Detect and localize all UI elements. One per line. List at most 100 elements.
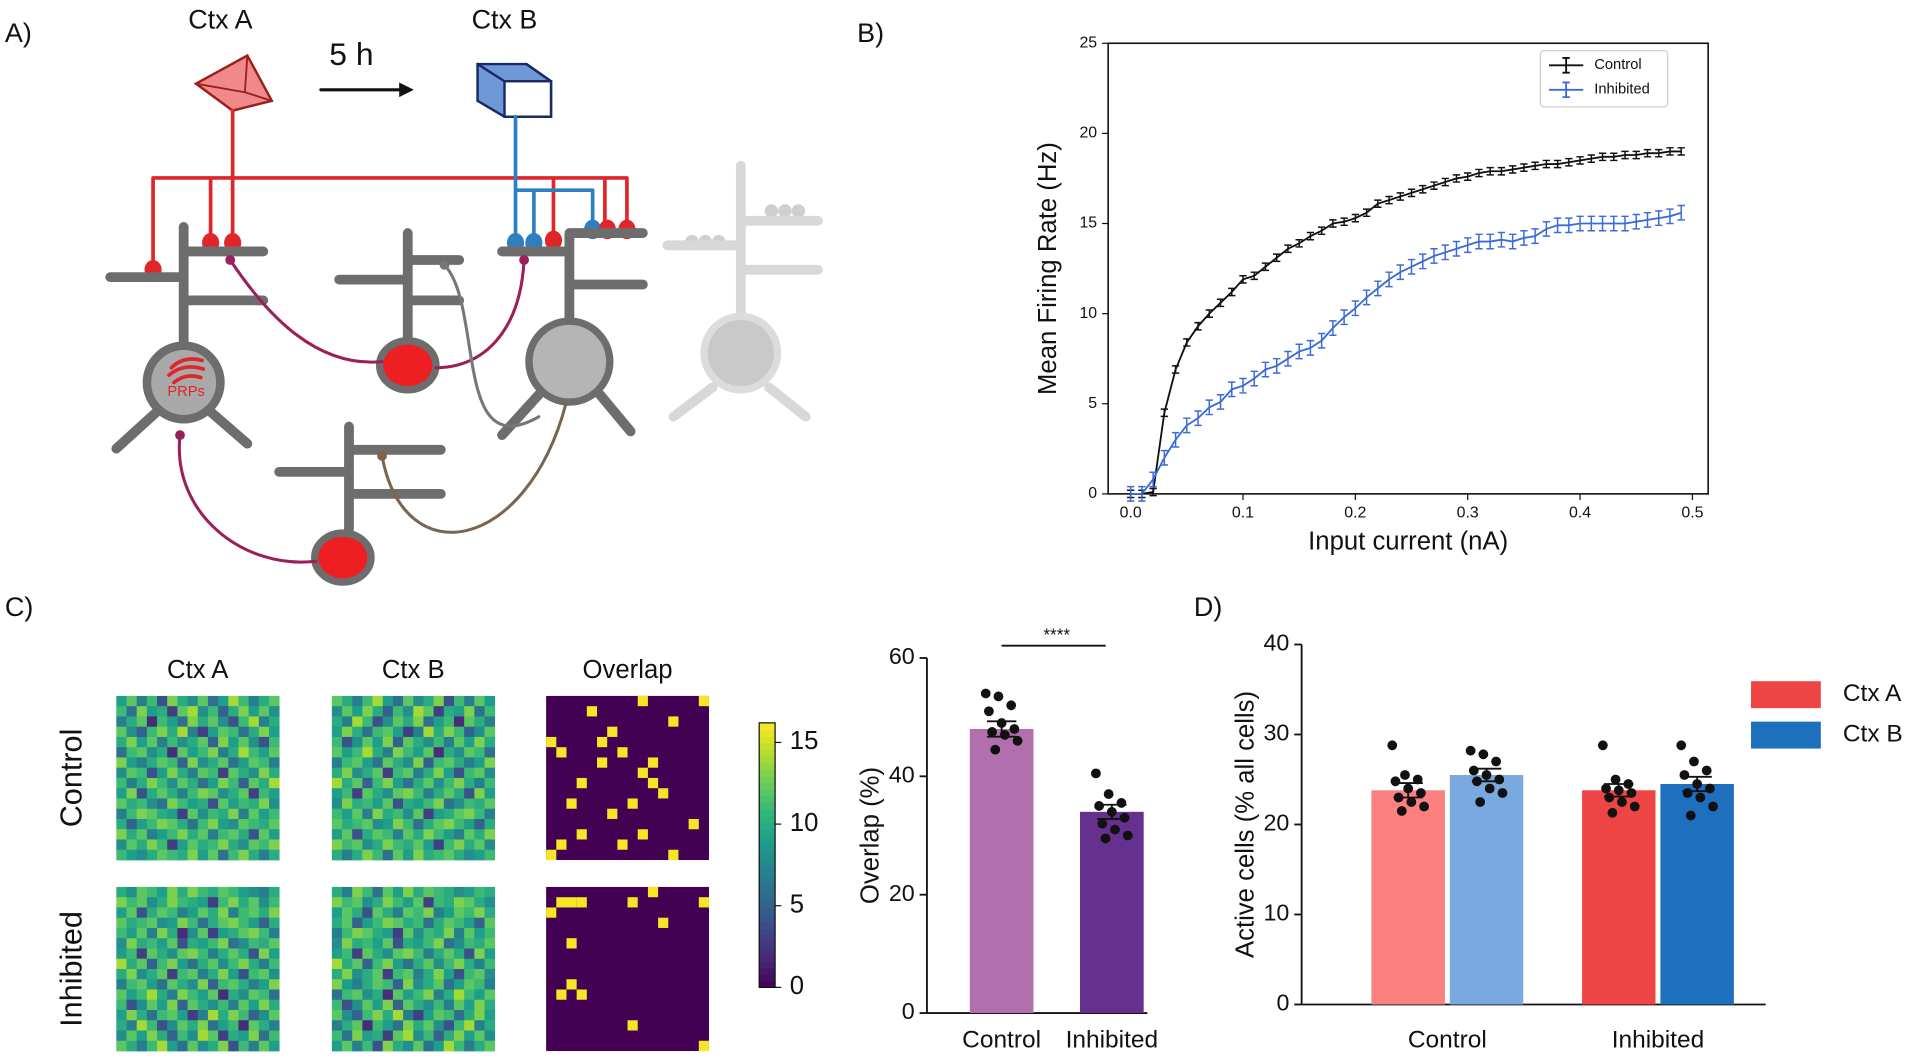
heatmap-cell bbox=[392, 829, 404, 840]
heatmap-cell bbox=[362, 849, 373, 861]
data-point bbox=[1396, 806, 1407, 816]
heatmap-cell bbox=[331, 849, 343, 861]
x-axis-label: Input current (nA) bbox=[1308, 528, 1508, 556]
heatmap-cell bbox=[413, 1020, 424, 1031]
heatmap-cell bbox=[403, 948, 414, 960]
heatmap-cell bbox=[443, 948, 455, 960]
heatmap-cell bbox=[157, 1010, 168, 1021]
heatmap-cell bbox=[136, 948, 148, 960]
heatmap-cell bbox=[197, 829, 209, 840]
heatmap-cell bbox=[556, 989, 567, 1000]
heatmap-cell bbox=[331, 979, 343, 990]
heatmap-cell bbox=[464, 1020, 475, 1031]
colorbar-segment bbox=[759, 974, 776, 982]
heatmap-cell bbox=[136, 726, 148, 738]
heatmap-cell bbox=[453, 829, 465, 840]
heatmap-cell bbox=[248, 917, 260, 929]
data-point bbox=[1390, 776, 1401, 787]
heatmap-cell bbox=[403, 757, 414, 769]
heatmap-cell bbox=[238, 839, 250, 851]
heatmap-cell bbox=[248, 839, 260, 851]
heatmap-cell bbox=[484, 999, 496, 1011]
error-bar bbox=[1228, 287, 1236, 297]
heatmap-cell bbox=[258, 1020, 270, 1031]
error-bar bbox=[1542, 220, 1551, 237]
heatmap-cell bbox=[423, 849, 434, 861]
colorbar-frame bbox=[758, 722, 776, 988]
heatmap-cell bbox=[433, 999, 445, 1011]
heatmap-cell bbox=[157, 736, 168, 748]
heatmap-cell bbox=[433, 818, 445, 830]
data-point bbox=[1494, 774, 1505, 785]
error-bar bbox=[1452, 240, 1461, 257]
neuron-soma bbox=[525, 317, 614, 406]
heatmap-cell bbox=[464, 818, 475, 830]
heatmap-cell bbox=[218, 1040, 229, 1052]
heatmap-cell bbox=[157, 695, 168, 707]
heatmap-cell bbox=[197, 897, 209, 908]
heatmap-cell bbox=[423, 798, 434, 810]
heatmap-cell bbox=[392, 999, 404, 1011]
heatmap-cell bbox=[382, 706, 394, 717]
heatmap-cell bbox=[207, 907, 219, 919]
error-bar bbox=[1171, 431, 1180, 448]
error-bar bbox=[1396, 192, 1404, 201]
heatmap-cell bbox=[177, 747, 188, 758]
heatmap-cell bbox=[474, 777, 485, 789]
heatmap-cell bbox=[342, 897, 353, 908]
heatmap-cell bbox=[157, 1030, 168, 1042]
heatmap-cell bbox=[258, 849, 270, 861]
error-bar bbox=[1273, 253, 1281, 263]
heatmap-cell bbox=[177, 1010, 188, 1021]
heatmap-cell bbox=[269, 968, 280, 980]
error-bar bbox=[1250, 271, 1258, 281]
heatmap-cell bbox=[453, 839, 465, 851]
heatmap-cell bbox=[443, 757, 455, 769]
error-bar bbox=[1419, 184, 1427, 194]
heatmap-cell bbox=[464, 886, 475, 898]
heatmap-cell bbox=[218, 695, 229, 707]
heatmap-cell bbox=[269, 948, 280, 960]
heatmap-cell bbox=[248, 1010, 260, 1021]
heatmap-cell bbox=[433, 777, 445, 789]
heatmap-cell bbox=[474, 999, 485, 1011]
neuron-dendrites bbox=[662, 160, 823, 422]
heatmap-cell bbox=[136, 736, 148, 748]
heatmap-cell bbox=[331, 1030, 343, 1042]
ctx-a-edge bbox=[243, 54, 249, 94]
heatmap-cell bbox=[464, 757, 475, 769]
heatmap-cell bbox=[484, 757, 496, 769]
heatmap-cell bbox=[331, 886, 343, 898]
heatmap-cell bbox=[207, 886, 219, 898]
heatmap-cell bbox=[433, 829, 445, 840]
heatmap-cell bbox=[342, 808, 353, 820]
heatmap-cell bbox=[177, 757, 188, 769]
heatmap-cell bbox=[258, 958, 270, 970]
heatmap-cell bbox=[269, 989, 280, 1001]
heatmap-cell bbox=[187, 736, 199, 748]
heatmap-cell bbox=[146, 989, 158, 1001]
heatmap-cell bbox=[258, 1040, 270, 1052]
data-point bbox=[1100, 833, 1111, 844]
heatmap-cell bbox=[269, 808, 280, 820]
legend-label: Ctx A bbox=[1843, 680, 1902, 707]
legend-swatch bbox=[1751, 721, 1821, 749]
heatmap-cell bbox=[177, 716, 188, 728]
heatmap-cell bbox=[116, 1020, 127, 1031]
heatmap-cell bbox=[218, 839, 229, 851]
heatmap-cell bbox=[403, 798, 414, 810]
heatmap-cell bbox=[228, 907, 239, 919]
heatmap-cell bbox=[136, 1010, 148, 1021]
heatmap-cell bbox=[157, 886, 168, 898]
heatmap-cell bbox=[269, 958, 280, 970]
heatmap-cell bbox=[258, 999, 270, 1011]
error-bar bbox=[1205, 309, 1213, 318]
heatmap-cell bbox=[362, 788, 373, 799]
data-point bbox=[1097, 818, 1108, 829]
heatmap-cell bbox=[258, 829, 270, 840]
heatmap-cell bbox=[197, 1010, 209, 1021]
heatmap-cell bbox=[218, 958, 229, 970]
error-bar bbox=[1508, 233, 1517, 250]
heatmap-cell bbox=[403, 886, 414, 898]
heatmap-cell bbox=[668, 716, 679, 727]
